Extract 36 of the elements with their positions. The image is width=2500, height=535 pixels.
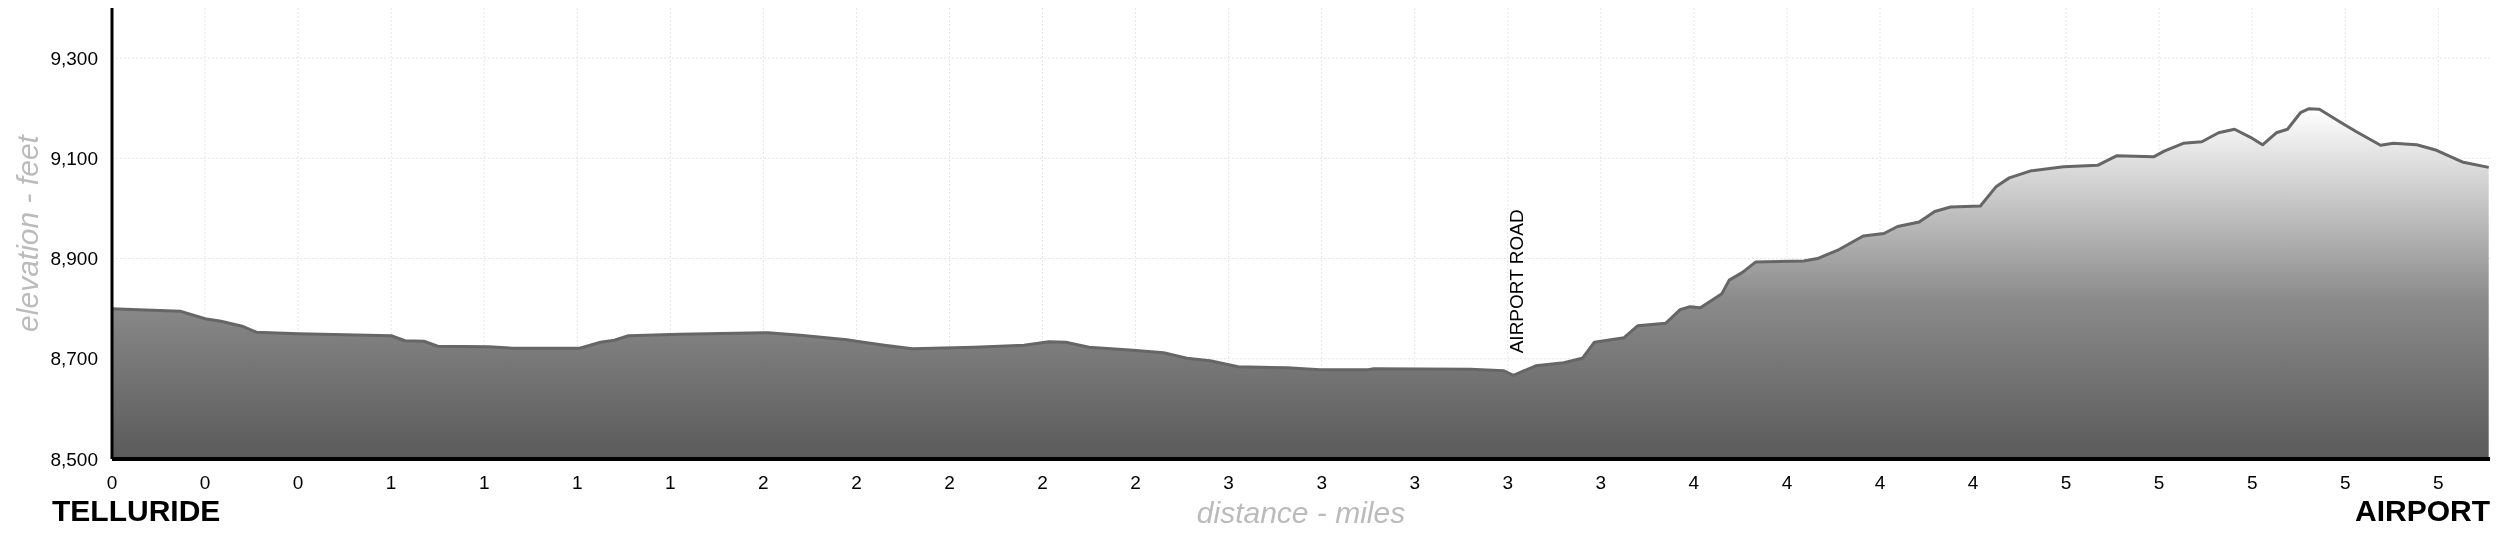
y-tick-label: 8,900 [50,248,98,270]
x-tick-label: 3 [1223,472,1234,493]
x-tick-label: 3 [1502,472,1514,493]
x-tick-label: 0 [292,472,304,493]
x-tick-label: 4 [1781,472,1793,493]
annotation: AIRPORT ROAD [1506,209,1528,354]
x-axis-title: distance - miles [1196,496,1406,529]
y-tick-label: 9,300 [50,47,98,69]
x-tick-label: 2 [851,472,862,493]
text: TELLURIDE [52,494,221,527]
x-tick-label: 4 [1874,472,1886,493]
x-tick-label: 5 [2153,472,2165,493]
x-tick-label: 2 [758,472,769,493]
x-tick-label: 5 [2060,472,2072,493]
x-tick-label: 5 [2339,472,2351,493]
y-axis-title: elevation - feet [11,133,44,332]
x-tick-label: 2 [1037,472,1048,493]
x-tick-label: 3 [1316,472,1327,493]
x-tick-label: 3 [1595,472,1607,493]
x-tick-label: 1 [665,472,676,493]
x-tick-label: 3 [1409,472,1421,493]
y-tick-label: 8,500 [50,448,98,470]
x-tick-label: 2 [1130,472,1141,493]
x-tick-label: 1 [478,472,490,493]
x-tick-label: 5 [2246,472,2258,493]
x-tick-label: 4 [1967,472,1979,493]
x-tick-label: 2 [944,472,955,493]
x-tick-label: 0 [106,472,118,493]
x-tick-label: 4 [1688,472,1700,493]
y-tick-label: 8,700 [50,348,98,370]
x-tick-label: 0 [199,472,211,493]
y-tick-label: 9,100 [50,147,98,169]
text: AIRPORT [2355,494,2490,527]
x-tick-label: 1 [385,472,397,493]
x-tick-label: 5 [2433,472,2444,493]
x-tick-label: 1 [571,472,583,493]
